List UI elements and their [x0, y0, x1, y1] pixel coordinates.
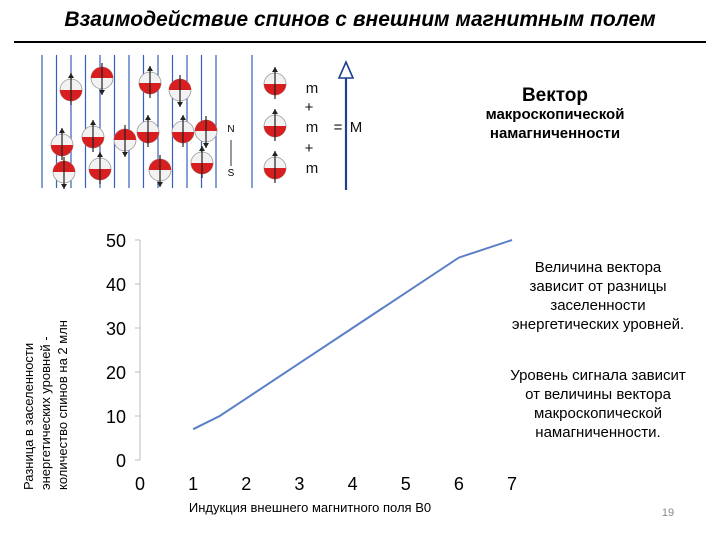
x-axis-label: Индукция внешнего магнитного поля В0	[188, 500, 432, 515]
spin-arrowhead	[61, 184, 67, 189]
moment-spin	[263, 109, 287, 141]
spin-arrowhead	[147, 66, 153, 71]
spin-arrowhead	[157, 182, 163, 187]
equation-term: +	[305, 140, 314, 157]
x-axis-ticks: 0 1 2 3 4 5 6 7	[135, 474, 517, 494]
magnet-symbol: N S	[227, 124, 234, 179]
y-tick-label: 0	[116, 451, 126, 471]
x-tick-label: 3	[294, 474, 304, 494]
moment-spin	[263, 151, 287, 183]
spin-arrowhead	[99, 90, 105, 95]
note-line: макроскопической	[533, 405, 663, 422]
magnet-n-label: N	[227, 124, 234, 135]
spin-arrowhead	[177, 102, 183, 107]
equation-term: +	[305, 99, 314, 116]
signal-level-note: Уровень сигнала зависит от величины вект…	[478, 366, 718, 442]
spin-group	[50, 63, 218, 189]
y-tick-label: 10	[106, 407, 126, 427]
slide-title: Взаимодействие спинов с внешним магнитны…	[64, 8, 656, 31]
note-line: от величины вектора	[525, 386, 671, 403]
vector-label-line-1: Вектор	[521, 85, 589, 106]
spin-arrowhead	[68, 73, 74, 78]
spin-up	[50, 128, 74, 160]
series-line	[192, 239, 513, 431]
x-tick-label: 0	[135, 474, 145, 494]
note-line: намагниченности.	[535, 424, 661, 441]
spin-up	[171, 115, 195, 147]
macro-vector-arrowhead	[337, 60, 355, 79]
spin-arrowhead	[272, 151, 278, 156]
spin-up	[138, 66, 162, 98]
spin-up	[136, 115, 160, 147]
spin-arrowhead	[90, 120, 96, 125]
vector-label-line-2: макроскопической	[485, 106, 625, 123]
moment-spins	[263, 67, 287, 183]
spin-down	[52, 157, 76, 189]
spin-arrowhead	[199, 146, 205, 151]
note-line: Уровень сигнала зависит	[510, 367, 686, 384]
page-number: 19	[661, 507, 675, 519]
spin-arrowhead	[180, 115, 186, 120]
x-tick-label: 1	[188, 474, 198, 494]
moment-spin	[263, 67, 287, 99]
spin-up	[59, 73, 83, 105]
spin-up	[88, 152, 112, 184]
x-tick-label: 5	[401, 474, 411, 494]
y-tick-label: 50	[106, 231, 126, 251]
spin-population-figure	[40, 55, 222, 189]
spin-arrowhead	[97, 152, 103, 157]
equation-term: m	[306, 119, 319, 136]
y-axis-label-line-3: количество спинов на 2 млн	[55, 320, 70, 490]
x-tick-label: 2	[241, 474, 251, 494]
y-axis-ticks: 0 10 20 30 40 50	[106, 231, 140, 471]
vector-magnitude-note: Величина вектора зависит от разницы засе…	[478, 258, 718, 334]
spin-down	[148, 155, 172, 187]
note-line: энергетических уровней.	[511, 316, 685, 333]
spin-up	[81, 120, 105, 152]
x-tick-label: 4	[348, 474, 358, 494]
spin-arrowhead	[272, 109, 278, 114]
equation-term: m	[306, 80, 319, 97]
vector-label: Вектор макроскопической намагниченности	[440, 86, 670, 143]
equation-term: M	[350, 119, 363, 136]
spin-down	[90, 63, 114, 95]
y-axis-label: Разница в заселенности энергетических ур…	[21, 250, 102, 500]
x-tick-label: 7	[507, 474, 517, 494]
y-tick-label: 30	[106, 319, 126, 339]
spin-arrowhead	[145, 115, 151, 120]
moment-equation: m + m = M + m	[305, 80, 363, 177]
equation-term: =	[334, 119, 343, 136]
title-underline	[14, 41, 706, 43]
vector-label-line-3: намагниченности	[489, 125, 621, 142]
y-axis-label-line-2: энергетических уровней -	[38, 336, 53, 490]
note-line: заселенности	[550, 297, 646, 314]
y-tick-label: 20	[106, 363, 126, 383]
y-axis-label-line-1: Разница в заселенности	[21, 342, 36, 490]
spin-arrowhead	[59, 128, 65, 133]
equation-term: m	[306, 160, 319, 177]
spin-down	[194, 116, 218, 148]
moment-sum-figure: m + m = M + m	[251, 55, 363, 190]
spin-arrowhead	[272, 67, 278, 72]
note-line: Величина вектора	[534, 259, 662, 276]
spin-arrowhead	[203, 143, 209, 148]
spin-down	[168, 75, 192, 107]
note-line: зависит от разницы	[529, 278, 667, 295]
line-chart: 0 10 20 30 40 50 0 1 2 3 4 5 6 7	[106, 231, 517, 494]
x-tick-label: 6	[454, 474, 464, 494]
spin-down	[113, 125, 137, 157]
y-tick-label: 40	[106, 275, 126, 295]
magnet-s-label: S	[228, 168, 235, 179]
spin-up	[190, 146, 214, 178]
spin-arrowhead	[122, 152, 128, 157]
